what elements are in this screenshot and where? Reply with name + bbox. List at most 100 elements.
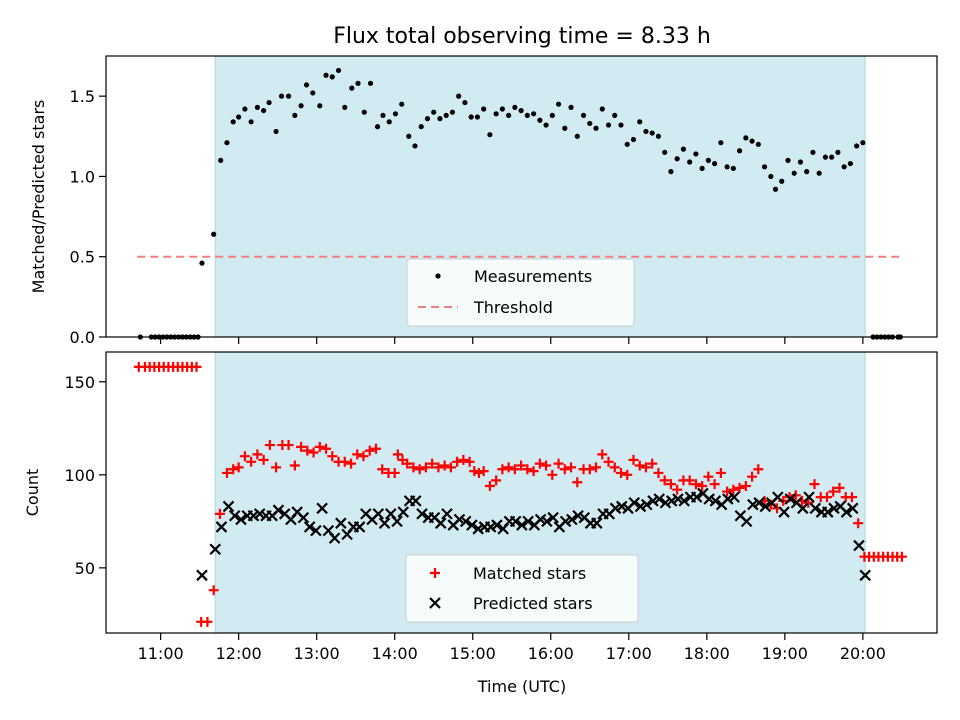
- measurement-point: [755, 141, 761, 147]
- matched-star-point: [352, 449, 363, 460]
- predicted-star-point: [509, 515, 522, 528]
- matched-star-point: [572, 477, 583, 488]
- bottom-legend: Matched stars Predicted stars: [405, 554, 639, 623]
- matched-star-point: [503, 462, 514, 473]
- y-tick-label: 100: [64, 466, 95, 485]
- predicted-star-point: [310, 524, 322, 537]
- measurement-point: [278, 93, 285, 99]
- measurement-point: [292, 112, 298, 119]
- measurement-point: [236, 114, 242, 120]
- matched-star-point: [302, 445, 313, 456]
- predicted-star-point: [778, 506, 790, 518]
- x-tick-label: 13:00: [294, 644, 340, 663]
- matched-star-point: [469, 466, 480, 477]
- matched-star-point: [722, 486, 733, 497]
- measurement-point: [462, 99, 468, 106]
- measurement-point: [599, 106, 605, 112]
- measurement-point: [392, 111, 399, 117]
- matched-star-point: [684, 475, 695, 486]
- measurement-point: [822, 154, 829, 160]
- measurement-point: [860, 140, 866, 146]
- predicted-star-point: [222, 500, 235, 513]
- matched-star-point: [622, 469, 633, 480]
- measurement-point: [468, 114, 474, 120]
- matched-star-point: [191, 361, 202, 372]
- legend-threshold-label: Threshold: [473, 298, 553, 317]
- predicted-star-point: [809, 502, 822, 515]
- measurement-point: [649, 130, 655, 136]
- matched-star-point: [516, 460, 527, 471]
- measurement-point: [829, 154, 835, 160]
- matched-star-point: [445, 462, 456, 473]
- measurement-point: [456, 93, 462, 99]
- matched-star-point: [690, 479, 701, 490]
- matched-star-point: [408, 462, 419, 473]
- measurement-point: [285, 93, 292, 99]
- measurement-point: [211, 231, 217, 237]
- matched-star-point: [790, 490, 801, 501]
- measurement-point: [224, 140, 230, 146]
- predicted-star-point: [740, 515, 753, 528]
- matched-star-point: [715, 467, 726, 478]
- predicted-star-point: [297, 511, 310, 524]
- measurement-point: [537, 117, 543, 123]
- measurement-point: [424, 116, 431, 122]
- matched-star-point: [509, 464, 520, 475]
- measurement-point: [512, 104, 518, 110]
- matched-star-point: [615, 467, 626, 478]
- matched-star-point: [202, 616, 213, 627]
- predicted-star-point: [272, 504, 285, 516]
- matched-star-point: [665, 479, 676, 490]
- y-tick-label: 1.0: [70, 167, 95, 186]
- matched-star-point: [609, 462, 620, 473]
- measurement-point: [418, 124, 424, 130]
- x-tick-label: 11:00: [138, 644, 184, 663]
- matched-star-point: [659, 475, 670, 486]
- measurement-point: [524, 112, 530, 119]
- predicted-star-point: [797, 502, 809, 515]
- matched-star-point: [853, 518, 864, 529]
- predicted-star-point: [466, 519, 478, 531]
- matched-star-point: [464, 456, 475, 467]
- legend-predicted-marker: [429, 597, 441, 609]
- measurement-point: [605, 122, 612, 128]
- predicted-star-point: [803, 491, 815, 503]
- predicted-star-point: [196, 569, 208, 582]
- matched-star-point: [289, 460, 300, 471]
- predicted-star-point: [316, 502, 328, 515]
- x-axis-label: Time (UTC): [477, 677, 566, 696]
- measurement-point: [361, 109, 367, 115]
- measurement-point: [587, 120, 593, 127]
- predicted-star-point: [522, 515, 534, 528]
- measurement-point: [749, 138, 755, 144]
- predicted-star-point: [391, 515, 403, 528]
- measurement-point: [412, 143, 418, 149]
- predicted-star-point: [416, 508, 428, 520]
- measurement-point: [816, 170, 822, 176]
- matched-star-point: [834, 482, 845, 493]
- measurement-point: [730, 165, 736, 171]
- measurement-point: [474, 114, 481, 120]
- matched-star-point: [628, 454, 639, 465]
- measurement-point: [693, 151, 699, 157]
- measurement-point: [687, 159, 693, 165]
- matched-star-point: [414, 464, 425, 475]
- measurement-point: [329, 74, 335, 80]
- matched-star-point: [522, 464, 533, 475]
- matched-star-point: [703, 471, 714, 482]
- predicted-star-point: [772, 491, 784, 503]
- measurement-point: [655, 133, 662, 139]
- measurement-point: [218, 157, 224, 163]
- predicted-star-point: [628, 496, 641, 509]
- matched-star-point: [740, 480, 751, 491]
- measurement-point: [705, 157, 711, 163]
- measurement-point: [630, 136, 637, 143]
- measurement-point: [261, 107, 267, 114]
- x-tick-label: 17:00: [606, 644, 652, 663]
- measurement-point: [499, 106, 505, 112]
- matched-star-point: [358, 451, 369, 462]
- bottom-panel-counts: 11:00 12:00 13:00 14:00 15:00 16:00 17:00 18:00…: [23, 351, 938, 696]
- predicted-star-point: [541, 515, 553, 528]
- x-tick-label: 12:00: [216, 644, 262, 663]
- measurement-point: [380, 112, 386, 119]
